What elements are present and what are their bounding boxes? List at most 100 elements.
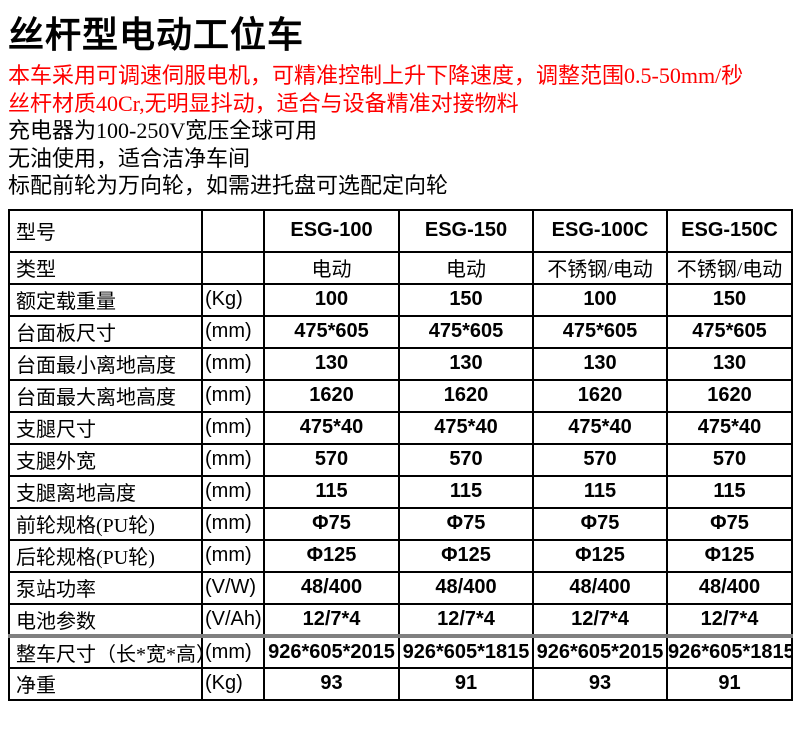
spec-row-label: 电池参数 bbox=[8, 602, 203, 637]
spec-row-unit: (mm) bbox=[201, 538, 265, 573]
spec-value-cell: Φ125 bbox=[398, 538, 534, 573]
spec-value-cell: 130 bbox=[398, 346, 534, 381]
spec-row-label: 台面最小离地高度 bbox=[8, 346, 203, 381]
spec-value-cell: 48/400 bbox=[263, 570, 400, 605]
info-line-oilfree: 无油使用，适合洁净车间 bbox=[8, 145, 251, 171]
spec-value-cell: 115 bbox=[532, 474, 668, 509]
spec-value-cell: 115 bbox=[263, 474, 400, 509]
spec-row-unit bbox=[201, 208, 265, 253]
spec-row-label: 前轮规格(PU轮) bbox=[8, 506, 203, 541]
spec-value-cell: Φ75 bbox=[398, 506, 534, 541]
spec-value-cell: 926*605*2015 bbox=[263, 633, 400, 669]
spec-value-cell: 12/7*4 bbox=[398, 602, 534, 637]
table-row: 支腿外宽 (mm) 570 570 570 570 bbox=[8, 442, 793, 477]
info-line-charger: 充电器为100-250V宽压全球可用 bbox=[8, 118, 318, 143]
spec-value-cell: 115 bbox=[666, 474, 793, 509]
spec-value-cell: 100 bbox=[532, 282, 668, 317]
spec-row-label: 台面最大离地高度 bbox=[8, 378, 203, 413]
spec-row-unit: (mm) bbox=[201, 378, 265, 413]
spec-value-cell: 1620 bbox=[532, 378, 668, 413]
spec-row-label: 类型 bbox=[8, 250, 203, 285]
table-row: 整车尺寸（长*宽*高） (mm) 926*605*2015 926*605*1815 9… bbox=[8, 633, 793, 669]
spec-value-cell: 570 bbox=[532, 442, 668, 477]
table-row: 前轮规格(PU轮) (mm) Φ75 Φ75 Φ75 Φ75 bbox=[8, 506, 793, 541]
spec-value-cell: 570 bbox=[666, 442, 793, 477]
table-row: 额定载重量 (Kg) 100 150 100 150 bbox=[8, 282, 793, 317]
spec-row-label: 支腿尺寸 bbox=[8, 410, 203, 445]
spec-row-unit: (Kg) bbox=[201, 282, 265, 317]
spec-value-cell: Φ75 bbox=[263, 506, 400, 541]
spec-row-unit bbox=[201, 250, 265, 285]
spec-table-body: 型号 ESG-100 ESG-150 ESG-100C ESG-150C 类型 电动 电动 不锈… bbox=[8, 208, 793, 701]
table-row: 台面最大离地高度 (mm) 1620 1620 1620 1620 bbox=[8, 378, 793, 413]
spec-row-unit: (mm) bbox=[201, 442, 265, 477]
table-row: 净重 (Kg) 93 91 93 91 bbox=[8, 666, 793, 701]
spec-value-cell: 926*605*1815 bbox=[398, 633, 534, 669]
spec-value-cell: 1620 bbox=[666, 378, 793, 413]
spec-row-unit: (V/W) bbox=[201, 570, 265, 605]
spec-value-cell: 130 bbox=[532, 346, 668, 381]
spec-value-cell: Φ75 bbox=[532, 506, 668, 541]
table-row: 泵站功率 (V/W) 48/400 48/400 48/400 48/400 bbox=[8, 570, 793, 605]
spec-row-label: 净重 bbox=[8, 666, 203, 701]
spec-value-cell: 475*40 bbox=[666, 410, 793, 445]
model-name-cell: ESG-100 bbox=[263, 208, 400, 253]
spec-row-label: 支腿外宽 bbox=[8, 442, 203, 477]
spec-value-cell: 150 bbox=[666, 282, 793, 317]
spec-value-cell: 12/7*4 bbox=[532, 602, 668, 637]
table-row: 后轮规格(PU轮) (mm) Φ125 Φ125 Φ125 Φ125 bbox=[8, 538, 793, 573]
spec-value-cell: Φ125 bbox=[666, 538, 793, 573]
spec-value-cell: 91 bbox=[666, 666, 793, 701]
spec-value-cell: 926*605*1815 bbox=[666, 633, 793, 669]
model-name-cell: ESG-150 bbox=[398, 208, 534, 253]
feature-highlight-line-2: 丝杆材质40Cr,无明显抖动，适合与设备精准对接物料 bbox=[8, 90, 519, 116]
spec-value-cell: 不锈钢/电动 bbox=[532, 250, 668, 285]
spec-row-label: 后轮规格(PU轮) bbox=[8, 538, 203, 573]
spec-value-cell: 115 bbox=[398, 474, 534, 509]
spec-row-unit: (mm) bbox=[201, 410, 265, 445]
spec-value-cell: 93 bbox=[263, 666, 400, 701]
spec-value-cell: 不锈钢/电动 bbox=[666, 250, 793, 285]
model-name-cell: ESG-100C bbox=[532, 208, 668, 253]
spec-value-cell: 475*40 bbox=[263, 410, 400, 445]
spec-value-cell: 130 bbox=[263, 346, 400, 381]
spec-row-label: 支腿离地高度 bbox=[8, 474, 203, 509]
spec-value-cell: 100 bbox=[263, 282, 400, 317]
spec-value-cell: 926*605*2015 bbox=[532, 633, 668, 669]
spec-value-cell: 48/400 bbox=[398, 570, 534, 605]
table-row: 支腿离地高度 (mm) 115 115 115 115 bbox=[8, 474, 793, 509]
intro-text-block: 本车采用可调速伺服电机，可精准控制上升下降速度，调整范围0.5-50mm/秒 丝… bbox=[8, 62, 792, 200]
spec-value-cell: Φ125 bbox=[532, 538, 668, 573]
page-title: 丝杆型电动工位车 bbox=[8, 15, 305, 55]
spec-value-cell: 475*40 bbox=[532, 410, 668, 445]
spec-value-cell: 12/7*4 bbox=[263, 602, 400, 637]
table-row: 台面板尺寸 (mm) 475*605 475*605 475*605 475*605 bbox=[8, 314, 793, 349]
spec-value-cell: 475*605 bbox=[398, 314, 534, 349]
feature-highlight-line-1: 本车采用可调速伺服电机，可精准控制上升下降速度，调整范围0.5-50mm/秒 bbox=[8, 63, 744, 88]
spec-value-cell: 1620 bbox=[398, 378, 534, 413]
spec-row-unit: (mm) bbox=[201, 346, 265, 381]
spec-value-cell: 48/400 bbox=[532, 570, 668, 605]
spec-value-cell: 475*605 bbox=[666, 314, 793, 349]
spec-row-unit: (mm) bbox=[201, 506, 265, 541]
spec-row-unit: (Kg) bbox=[201, 666, 265, 701]
spec-value-cell: 475*40 bbox=[398, 410, 534, 445]
spec-value-cell: 1620 bbox=[263, 378, 400, 413]
spec-row-label: 整车尺寸（长*宽*高） bbox=[8, 633, 203, 669]
spec-row-label: 泵站功率 bbox=[8, 570, 203, 605]
spec-row-label: 型号 bbox=[8, 208, 203, 253]
spec-value-cell: 150 bbox=[398, 282, 534, 317]
spec-value-cell: 48/400 bbox=[666, 570, 793, 605]
spec-row-label: 台面板尺寸 bbox=[8, 314, 203, 349]
info-line-wheels: 标配前轮为万向轮，如需进托盘可选配定向轮 bbox=[8, 173, 449, 198]
spec-value-cell: 电动 bbox=[398, 250, 534, 285]
spec-value-cell: 475*605 bbox=[532, 314, 668, 349]
spec-value-cell: 570 bbox=[263, 442, 400, 477]
spec-value-cell: Φ75 bbox=[666, 506, 793, 541]
spec-row-unit: (mm) bbox=[201, 314, 265, 349]
table-row: 台面最小离地高度 (mm) 130 130 130 130 bbox=[8, 346, 793, 381]
spec-row-unit: (V/Ah) bbox=[201, 602, 265, 637]
spec-value-cell: 12/7*4 bbox=[666, 602, 793, 637]
spec-value-cell: 电动 bbox=[263, 250, 400, 285]
